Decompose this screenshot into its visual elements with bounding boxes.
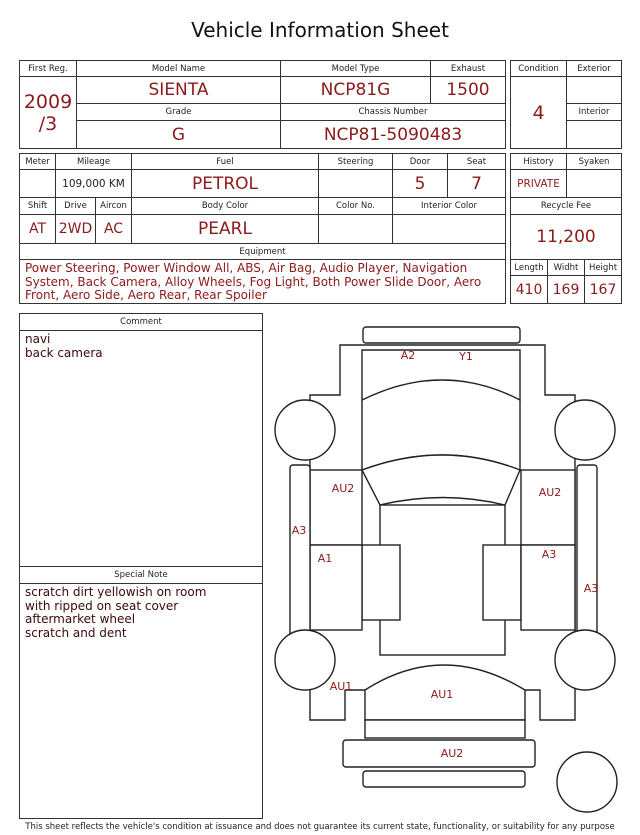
disclaimer: This sheet reflects the vehicle's condit… [25, 822, 615, 832]
damage-code: AU1 [330, 680, 353, 693]
car-outline [274, 326, 618, 813]
text-line: navi [25, 332, 51, 346]
text-line: back camera [25, 345, 103, 360]
equipment-value: Power Steering, Power Window All, ABS, A… [19, 259, 506, 304]
damage-code: AU1 [431, 688, 454, 701]
sheet-title: Vehicle Information Sheet [191, 18, 449, 42]
text-line: aftermarket wheel [25, 612, 136, 626]
text-line: scratch dirt yellowish on room [25, 585, 207, 599]
damage-code: A3 [584, 582, 599, 595]
empty-cell [566, 120, 622, 149]
damage-code: AU2 [539, 486, 562, 499]
damage-code: A3 [542, 548, 557, 561]
damage-code: AU2 [332, 482, 355, 495]
height-value: 167 [584, 275, 622, 304]
text-line: scratch and dent [25, 625, 127, 640]
text-line: with ripped on seat cover [25, 598, 179, 613]
damage-code: Y1 [458, 350, 473, 363]
damage-code: AU2 [441, 747, 464, 760]
special-note-text: scratch dirt yellowish on room with rippe… [19, 583, 263, 819]
damage-code: A1 [318, 552, 333, 565]
chassis-number-value: NCP81-5090483 [280, 120, 506, 149]
damage-code: A3 [292, 524, 307, 537]
damage-code: A2 [401, 349, 416, 362]
